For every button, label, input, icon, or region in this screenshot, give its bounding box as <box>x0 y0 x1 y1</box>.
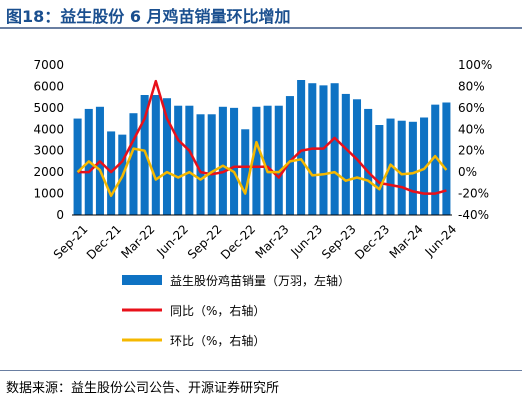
bar <box>252 106 261 215</box>
x-tick-label: Mar-23 <box>252 222 291 261</box>
left-tick-label: 5000 <box>33 101 64 115</box>
right-axis-labels: -40% -20% 0% 20% 40% 60% 80% 100% <box>458 58 492 222</box>
bar <box>352 99 362 215</box>
title-divider <box>0 27 522 29</box>
bar <box>207 114 216 215</box>
bar <box>151 95 160 215</box>
x-tick-label: Sep-21 <box>51 222 91 262</box>
bar-series <box>73 80 451 215</box>
right-tick-label: 60% <box>458 101 485 115</box>
left-tick-label: 3000 <box>33 144 64 158</box>
bar <box>218 106 227 215</box>
left-tick-label: 4000 <box>33 122 64 136</box>
x-tick-label: Sep-22 <box>185 222 225 262</box>
x-tick-label: Jun-24 <box>422 222 460 260</box>
left-tick-label: 0 <box>56 208 64 222</box>
x-tick-label: Dec-22 <box>218 222 258 262</box>
x-tick-label: Jun-23 <box>287 222 325 260</box>
bar <box>408 121 417 215</box>
bar <box>341 93 350 215</box>
left-tick-label: 2000 <box>33 165 64 179</box>
right-tick-label: -40% <box>458 208 489 222</box>
bar <box>230 107 239 215</box>
right-tick-label: 100% <box>458 58 492 72</box>
x-tick-label: Jun-22 <box>153 222 191 260</box>
legend-label-mom: 环比（%，右轴） <box>170 333 265 348</box>
right-tick-label: -20% <box>458 187 489 201</box>
bar <box>431 104 440 215</box>
x-tick-label: Mar-22 <box>118 222 157 261</box>
bar <box>297 80 306 215</box>
bar <box>285 96 294 215</box>
bar <box>174 105 183 215</box>
right-tick-label: 80% <box>458 79 485 93</box>
source-note: 数据来源：益生股份公司公告、开源证券研究所 <box>6 381 280 396</box>
footer-divider <box>0 370 522 371</box>
bar <box>129 113 138 215</box>
x-tick-label: Dec-23 <box>352 222 392 262</box>
right-tick-label: 20% <box>458 144 485 158</box>
line-series <box>76 79 448 197</box>
legend-label-yoy: 同比（%，右轴） <box>170 303 265 318</box>
bar <box>330 83 339 215</box>
left-axis-labels: 0 1000 2000 3000 4000 5000 6000 7000 <box>33 58 64 222</box>
bar <box>185 105 194 215</box>
left-tick-label: 1000 <box>33 187 64 201</box>
left-tick-label: 7000 <box>33 58 64 72</box>
bar <box>274 105 283 215</box>
chart-area: 0 1000 2000 3000 4000 5000 6000 7000 -40% -20% 0%… <box>33 58 492 348</box>
legend: 益生股份鸡苗销量（万羽，左轴） 同比（%，右轴） 环比（%，右轴） <box>122 273 350 348</box>
bar <box>241 129 250 215</box>
mom-line <box>76 140 448 197</box>
bar <box>420 117 429 215</box>
bar <box>162 98 172 215</box>
bar <box>364 108 373 215</box>
bar <box>196 114 205 215</box>
legend-swatch-bar <box>122 275 162 285</box>
bar <box>73 118 82 215</box>
x-tick-label: Dec-21 <box>84 222 124 262</box>
bar <box>319 85 328 215</box>
x-axis-labels: Sep-21Dec-21Mar-22Jun-22Sep-22Dec-22Mar-… <box>51 222 460 262</box>
right-tick-label: 40% <box>458 122 485 136</box>
bar <box>442 102 451 215</box>
right-tick-label: 0% <box>458 165 477 179</box>
x-tick-label: Mar-24 <box>387 222 426 261</box>
chart-title: 图18：益生股份 6 月鸡苗销量环比增加 <box>6 7 291 26</box>
legend-label-bar: 益生股份鸡苗销量（万羽，左轴） <box>170 273 350 288</box>
bar <box>375 125 384 215</box>
bar <box>140 95 149 215</box>
x-tick-label: Sep-23 <box>319 222 359 262</box>
yoy-line <box>77 79 447 195</box>
bar <box>263 105 272 215</box>
left-tick-label: 6000 <box>33 79 64 93</box>
bar <box>397 120 406 215</box>
